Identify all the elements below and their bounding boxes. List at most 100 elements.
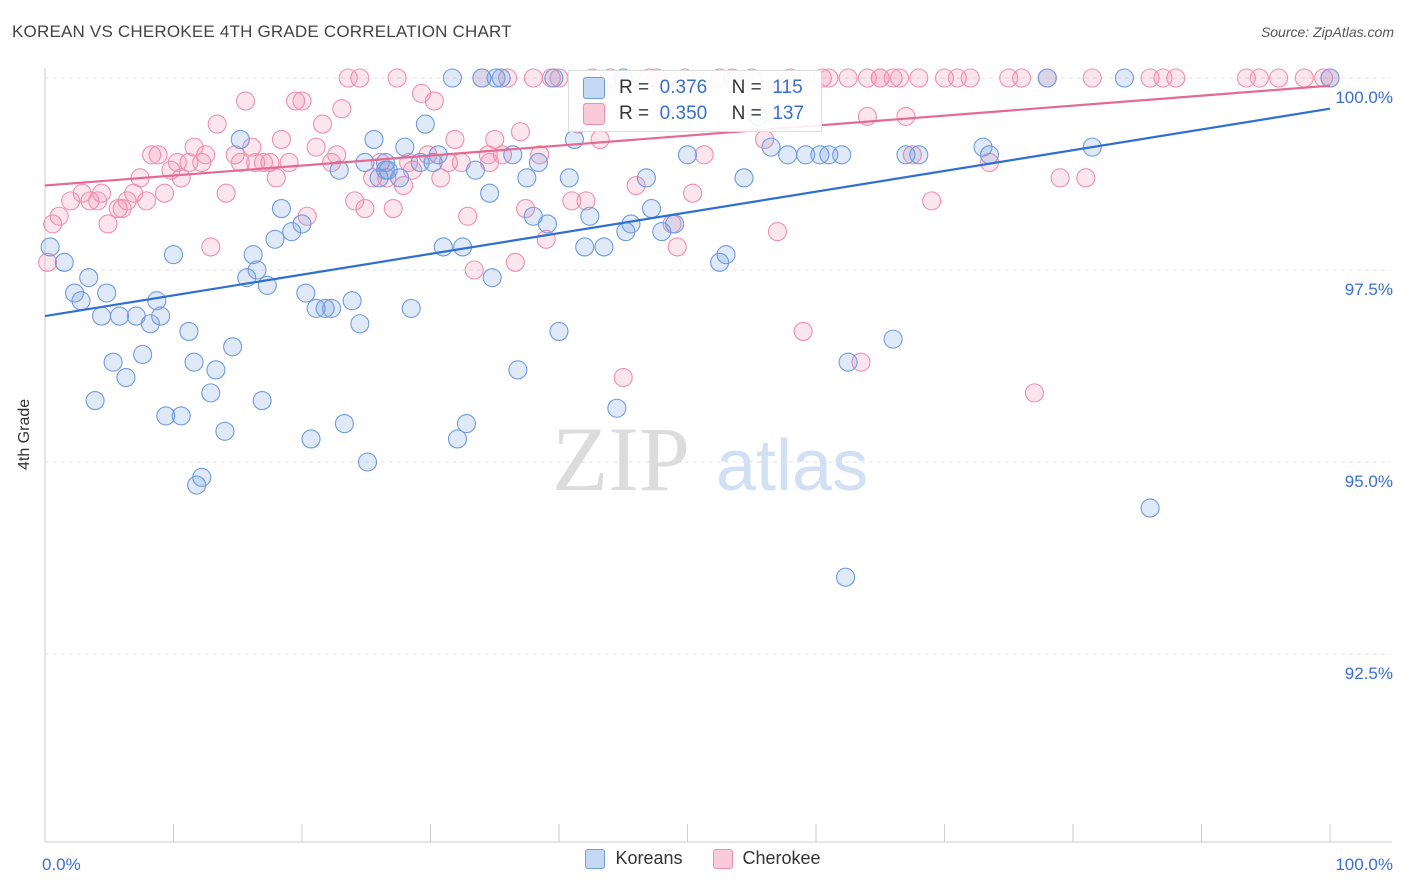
cherokee-point xyxy=(819,68,839,88)
cherokee-point xyxy=(857,68,877,88)
cherokee-point xyxy=(207,114,227,134)
korean-point xyxy=(179,321,199,341)
korean-point xyxy=(761,137,781,157)
y-tick-label: 92.5% xyxy=(1345,664,1393,683)
x-tick-label-start: 0.0% xyxy=(42,855,81,874)
watermark-zip: ZIP xyxy=(552,408,690,510)
cherokee-point xyxy=(383,199,403,219)
cherokee-point xyxy=(196,145,216,165)
korean-point xyxy=(621,214,641,234)
korean-point xyxy=(1140,498,1160,518)
cherokee-point xyxy=(767,222,788,242)
cherokee-point xyxy=(1166,68,1186,88)
korean-point xyxy=(559,168,579,188)
cherokee-point xyxy=(355,199,375,219)
korean-point xyxy=(480,183,500,203)
korean-point xyxy=(778,145,798,165)
korean-point xyxy=(973,137,993,157)
cherokee-point xyxy=(253,152,274,173)
cherokee-point xyxy=(184,137,204,157)
korean-point xyxy=(247,260,267,280)
koreans-n-label: N = xyxy=(731,77,762,98)
korean-point xyxy=(517,168,537,188)
cherokee-point xyxy=(498,68,518,88)
korean-point xyxy=(329,160,349,180)
koreans-swatch xyxy=(585,848,606,869)
cherokee-point xyxy=(530,145,550,165)
korean-point xyxy=(103,352,123,372)
cherokee-point xyxy=(1082,68,1102,88)
cherokee-point xyxy=(667,237,687,257)
cherokee-point xyxy=(1294,68,1314,88)
cherokee-point xyxy=(167,152,187,173)
cherokee-point xyxy=(292,91,312,111)
cherokee-point xyxy=(424,91,444,111)
cherokee-point xyxy=(896,106,916,126)
korean-point xyxy=(97,283,117,303)
korean-point xyxy=(1320,68,1340,88)
korean-point xyxy=(301,429,321,449)
legend-item-koreans[interactable]: Koreans xyxy=(585,848,683,869)
legend: Koreans Cherokee xyxy=(0,848,1406,869)
axes xyxy=(44,68,1392,843)
korean-point xyxy=(54,252,74,272)
cherokee-n-value: 137 xyxy=(772,103,805,124)
korean-point xyxy=(836,567,856,587)
korean-point xyxy=(375,160,396,180)
korean-point xyxy=(252,391,272,411)
korean-point xyxy=(171,406,191,426)
cherokee-point xyxy=(235,91,256,111)
korean-point xyxy=(206,360,226,380)
korean-point xyxy=(355,152,375,173)
korean-point xyxy=(357,452,378,472)
cherokee-point xyxy=(313,114,333,134)
cherokee-trend-line xyxy=(44,84,1331,187)
korean-point xyxy=(395,137,415,157)
cherokee-r-label: R = xyxy=(619,103,650,124)
cherokee-point xyxy=(338,68,358,88)
korean-point xyxy=(265,229,285,249)
cherokee-point xyxy=(387,68,407,88)
cherokee-stat-swatch xyxy=(583,103,605,125)
cherokee-point xyxy=(485,129,505,149)
korean-point xyxy=(364,129,384,149)
y-tick-label: 97.5% xyxy=(1345,280,1393,299)
trend-lines xyxy=(44,84,1331,318)
cherokee-point xyxy=(1024,383,1044,403)
korean-point xyxy=(537,214,557,234)
korean-point xyxy=(342,291,362,311)
legend-item-cherokee[interactable]: Cherokee xyxy=(712,848,821,869)
korean-point xyxy=(156,406,176,426)
korean-point xyxy=(133,344,153,365)
watermark: ZIP atlas xyxy=(552,408,868,510)
cherokee-point xyxy=(445,129,465,149)
cherokee-point xyxy=(626,175,646,196)
korean-point xyxy=(334,414,354,434)
cherokee-point xyxy=(590,129,610,149)
cherokee-point xyxy=(793,321,813,341)
cherokee-point xyxy=(838,68,858,88)
korean-point xyxy=(1114,68,1134,88)
cherokee-point xyxy=(242,137,262,157)
korean-point xyxy=(243,245,263,265)
korean-point xyxy=(594,237,614,257)
cherokee-point xyxy=(613,367,633,388)
korean-point xyxy=(201,383,221,403)
cherokee-point xyxy=(148,145,168,165)
cherokee-point xyxy=(142,145,162,165)
source-label: Source: ZipAtlas.com xyxy=(1260,24,1394,40)
korean-point xyxy=(65,283,85,303)
korean-point xyxy=(322,298,342,318)
korean-point xyxy=(163,245,184,265)
korean-point xyxy=(151,306,171,326)
cherokee-point xyxy=(286,91,306,111)
cherokee-point xyxy=(154,183,175,203)
korean-point xyxy=(223,337,243,357)
cherokee-point xyxy=(1249,68,1269,88)
cherokee-point xyxy=(43,214,63,234)
korean-point xyxy=(282,222,302,242)
korean-point xyxy=(544,68,564,88)
y-tick-label: 100.0% xyxy=(1335,88,1393,107)
korean-point xyxy=(71,291,91,311)
